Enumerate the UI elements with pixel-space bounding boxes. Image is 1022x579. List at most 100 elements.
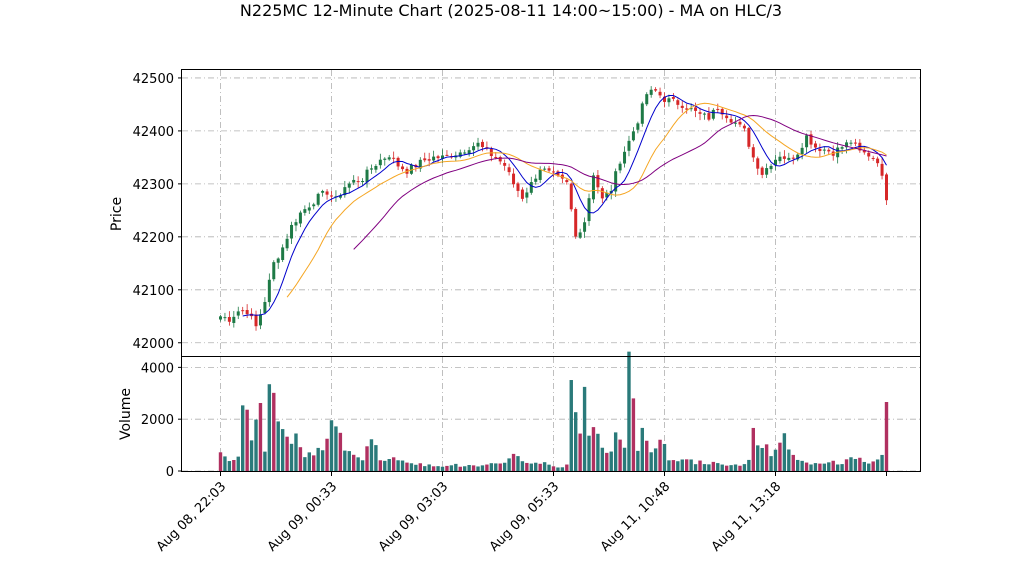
volume-bar xyxy=(218,452,223,471)
candle-body xyxy=(494,156,498,158)
candle-body xyxy=(356,181,360,183)
candle-body xyxy=(742,125,746,129)
volume-bar xyxy=(875,459,880,471)
candle-body xyxy=(503,162,507,166)
volume-bar xyxy=(480,465,485,471)
volume-bar xyxy=(858,457,862,471)
candle-body xyxy=(840,147,844,149)
candle-body xyxy=(223,317,227,319)
volume-bar xyxy=(227,461,232,471)
candle-body xyxy=(436,156,440,159)
volume-bar xyxy=(698,460,702,471)
volume-bar xyxy=(494,463,498,471)
moving-average-lines xyxy=(242,95,887,317)
volume-bar xyxy=(578,433,582,471)
volume-bar xyxy=(325,438,329,471)
volume-bar xyxy=(520,461,525,471)
candle-body xyxy=(569,183,573,210)
volume-bar xyxy=(818,463,822,471)
candle-body xyxy=(396,157,400,167)
volume-bar xyxy=(827,462,831,471)
volume-bar xyxy=(671,460,676,471)
candle-body xyxy=(285,238,289,249)
volume-bar xyxy=(618,439,622,471)
volume-bar xyxy=(267,384,272,471)
candle-body xyxy=(418,159,422,169)
volume-bar xyxy=(391,457,396,471)
volume-bar xyxy=(485,464,489,471)
volume-bar xyxy=(804,462,809,471)
candle-body xyxy=(782,156,786,159)
candle-body xyxy=(600,188,604,199)
volume-bar xyxy=(782,433,787,471)
volume-bar xyxy=(645,440,649,471)
volume-y-ticks: 0 2000 4000 xyxy=(141,361,182,480)
candle-body xyxy=(685,108,689,110)
volume-bar xyxy=(613,432,618,471)
volume-bar xyxy=(724,465,729,471)
candle-body xyxy=(591,175,595,200)
volume-bar xyxy=(835,464,840,471)
candle-body xyxy=(245,310,249,315)
candle-body xyxy=(254,314,258,327)
candle-body xyxy=(636,123,640,130)
ma-line-ma_fast xyxy=(242,95,887,317)
volume-bar xyxy=(374,445,378,471)
volume-bar xyxy=(809,464,813,471)
candle-body xyxy=(720,108,724,115)
volume-ylabel: Volume xyxy=(118,388,134,440)
volume-bar xyxy=(507,458,511,471)
volume-bar xyxy=(272,392,276,471)
volume-bar xyxy=(658,439,662,471)
volume-bar xyxy=(405,462,409,471)
volume-bar xyxy=(840,464,844,471)
volume-bar xyxy=(529,463,533,471)
volume-bar xyxy=(352,454,356,471)
ma-line-ma_slow xyxy=(353,114,887,250)
candle-body xyxy=(827,149,831,152)
volume-bar xyxy=(418,463,422,471)
volume-bar xyxy=(787,449,791,471)
volume-bar xyxy=(649,452,653,471)
candle-body xyxy=(552,171,555,173)
volume-bar xyxy=(378,460,383,471)
candle-body xyxy=(427,159,431,161)
candle-body xyxy=(565,180,569,183)
candle-body xyxy=(791,157,795,159)
candle-body xyxy=(467,150,471,154)
candle-body xyxy=(445,154,449,156)
volume-panel: 0 2000 4000 Volume xyxy=(118,351,921,480)
volume-tick-label: 2000 xyxy=(141,413,174,428)
candle-body xyxy=(378,159,382,166)
volume-bar xyxy=(738,465,742,471)
candle-body xyxy=(298,212,302,224)
candle-body xyxy=(654,89,658,91)
candle-body xyxy=(307,207,311,211)
candle-body xyxy=(614,171,618,192)
price-tick-label: 42100 xyxy=(133,284,174,299)
candle-body xyxy=(658,91,662,96)
volume-bar xyxy=(551,466,556,471)
volume-bar xyxy=(463,466,467,471)
volume-bar xyxy=(556,467,560,471)
volume-bar xyxy=(329,420,334,471)
volume-bar xyxy=(849,457,853,471)
volume-bar xyxy=(502,462,507,471)
candle-body xyxy=(698,112,702,114)
volume-bar xyxy=(414,464,418,471)
candle-body xyxy=(463,152,467,154)
x-axis-ticks: Aug 08, 22:03 Aug 09, 00:33 Aug 09, 03:03 A… xyxy=(154,472,887,555)
volume-bar xyxy=(223,456,227,471)
candle-body xyxy=(352,179,356,183)
volume-bar xyxy=(241,405,245,471)
candle-body xyxy=(267,279,271,303)
candle-body xyxy=(520,189,524,199)
candle-body xyxy=(476,142,480,147)
candle-body xyxy=(507,167,511,173)
x-tick-label: Aug 09, 05:33 xyxy=(487,479,563,555)
candle-body xyxy=(321,190,325,193)
candle-body xyxy=(623,151,627,164)
candle-body xyxy=(227,317,231,322)
volume-bar xyxy=(320,450,325,471)
volume-bar xyxy=(565,464,569,471)
